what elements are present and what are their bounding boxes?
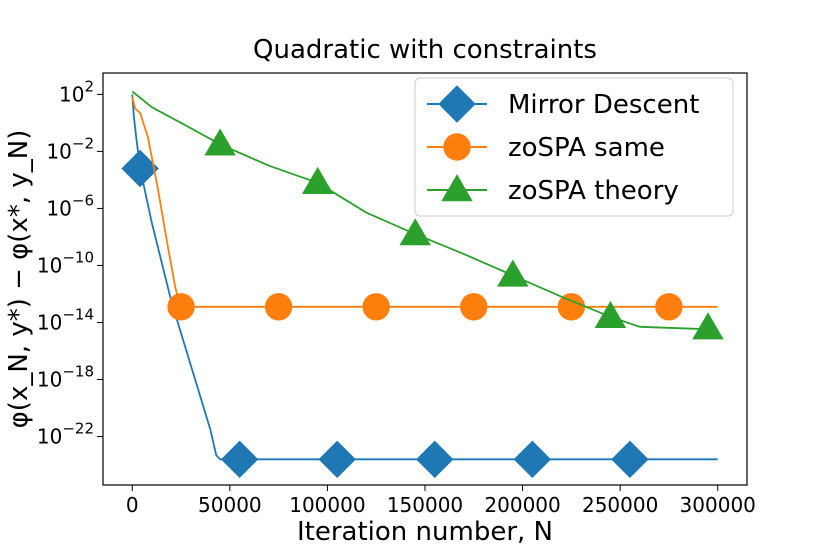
data-point (460, 293, 488, 321)
data-point (362, 293, 390, 321)
data-point (497, 259, 529, 287)
data-point (399, 218, 431, 246)
data-point (513, 440, 552, 479)
data-point (167, 293, 195, 321)
y-axis-title: φ(x_N, y*) − φ(x*, y_N) (4, 130, 34, 429)
legend-item: zoSPA same (427, 133, 665, 163)
data-point (692, 312, 724, 340)
legend: Mirror Descent zoSPA same zoSPA theory (414, 77, 734, 217)
series-zospa-same (131, 96, 718, 321)
data-point (611, 440, 649, 479)
legend-item: zoSPA theory (427, 174, 679, 206)
chart-title: Quadratic with constraints (253, 35, 597, 65)
legend-label: zoSPA theory (508, 176, 679, 206)
data-point (220, 440, 259, 479)
y-tick-label: 10−14 (37, 305, 94, 334)
y-tick-label: 10−2 (46, 134, 94, 163)
x-tick-label: 0 (126, 493, 139, 517)
data-point (655, 293, 683, 321)
legend-marker (441, 174, 473, 202)
x-tick-label: 300000 (680, 493, 756, 517)
series-zospa-theory (131, 90, 724, 340)
data-point (264, 293, 293, 321)
x-tick-label: 50000 (198, 493, 262, 517)
y-tick-label: 10−22 (37, 420, 94, 449)
x-axis-ticks: 0 50000 100000 150000 200000 250000 300000 (126, 485, 756, 517)
data-point (318, 440, 356, 479)
y-tick-label: 10−10 (37, 248, 94, 277)
data-point (594, 300, 627, 328)
data-point (121, 149, 159, 188)
x-tick-label: 200000 (484, 493, 560, 517)
series-mirror-descent (121, 94, 718, 479)
y-axis-ticks: 102 10−2 10−6 10−10 10−14 10−18 10−22 (37, 77, 103, 449)
legend-label: zoSPA same (508, 133, 665, 163)
x-tick-label: 100000 (289, 493, 365, 517)
y-tick-label: 10−18 (37, 363, 94, 392)
legend-item: Mirror Descent (427, 85, 699, 123)
x-tick-label: 250000 (582, 493, 658, 517)
data-point (204, 128, 236, 156)
x-axis-title: Iteration number, N (297, 517, 553, 547)
plot-frame (102, 72, 748, 486)
legend-marker (438, 85, 476, 123)
legend-label: Mirror Descent (508, 90, 699, 120)
data-point (416, 440, 454, 479)
data-point (301, 166, 334, 194)
y-tick-label: 10−6 (46, 191, 94, 220)
legend-marker (443, 133, 471, 161)
plot-area (121, 90, 724, 479)
y-tick-label: 102 (59, 77, 94, 106)
legend-box (414, 77, 734, 217)
x-tick-label: 150000 (387, 493, 463, 517)
